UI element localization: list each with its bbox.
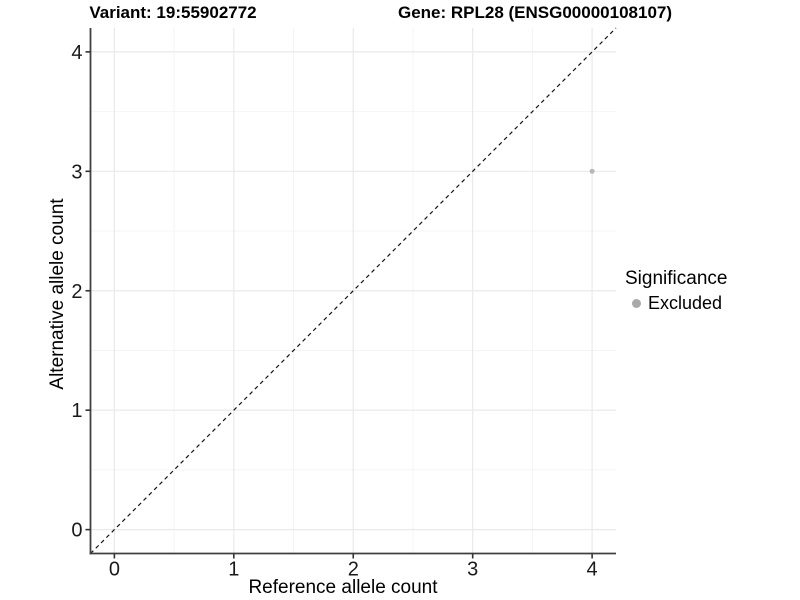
y-tick-label: 3 [71,161,82,183]
x-tick-label: 2 [348,559,359,581]
data-point [589,168,595,174]
y-tick-label: 4 [71,42,82,64]
x-tick-label: 1 [228,559,239,581]
y-tick-label: 2 [71,281,82,303]
x-axis-title: Reference allele count [248,577,438,598]
legend-entry-label: Excluded [648,293,723,313]
gene-title: Gene: RPL28 (ENSG00000108107) [397,3,673,22]
x-tick-label: 3 [467,559,478,581]
y-tick-label: 0 [71,520,82,542]
legend-title: Significance [625,268,728,289]
legend: Significance Excluded [625,268,727,314]
identity-line [90,27,617,554]
legend-entry-excluded: Excluded [625,293,727,314]
x-tick-label: 0 [109,559,120,581]
legend-point-icon [632,299,641,308]
variant-title: Variant: 19:55902772 [89,3,257,22]
x-tick-label: 4 [587,559,598,581]
y-axis-title: Alternative allele count [47,198,68,390]
y-tick-label: 1 [71,400,82,422]
